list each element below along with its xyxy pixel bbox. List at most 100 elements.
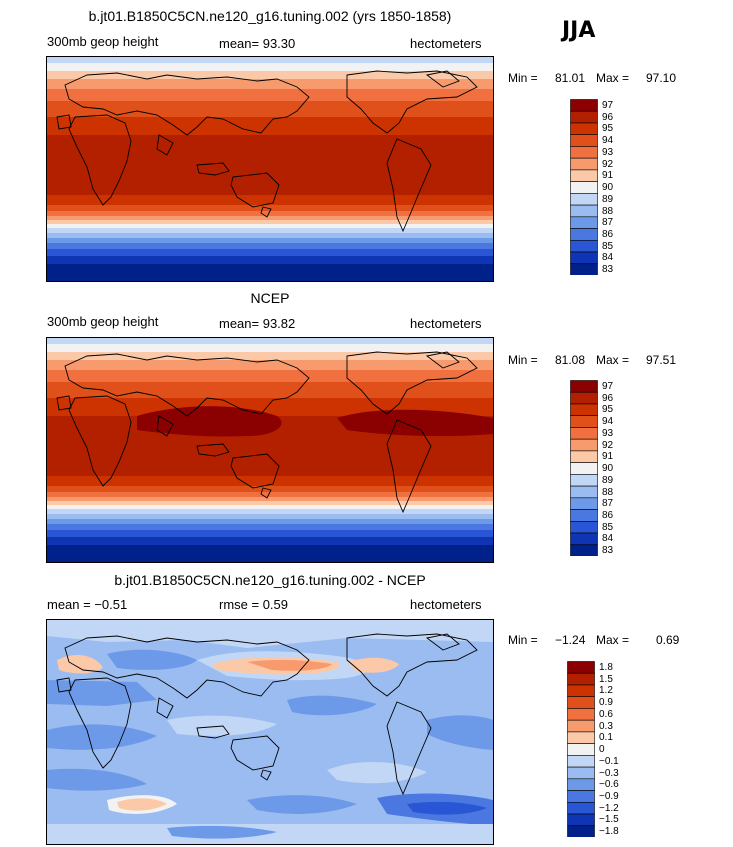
panel1-mean-label: mean= 93.30 — [219, 36, 296, 51]
colorbar-swatch — [570, 427, 598, 440]
colorbar-swatch — [570, 509, 598, 522]
colorbar-tick-label: 97 — [602, 380, 614, 392]
panel1-band — [47, 195, 493, 205]
colorbar-tick-label: 0.9 — [599, 697, 613, 709]
colorbar-tick-label: 1.2 — [599, 685, 613, 697]
panel2-left-label: 300mb geop height — [47, 314, 159, 329]
season-label: JJA — [562, 18, 596, 43]
panel1-colorbar: 97 96 95 94 93 92 91 90 89 88 87 86 85 84 83 — [570, 99, 640, 279]
colorbar-swatch — [570, 380, 598, 393]
colorbar-tick-label: 88 — [602, 205, 614, 217]
panel3-title: b.jt01.B1850C5CN.ne120_g16.tuning.002 - … — [114, 572, 426, 588]
colorbar-tick-label: −0.3 — [599, 767, 619, 779]
colorbar-swatch — [570, 438, 598, 452]
panel1-band — [47, 249, 493, 256]
colorbar-swatch — [570, 532, 598, 546]
panel2-band — [47, 382, 493, 398]
panel2-min-label: Min = — [508, 353, 538, 367]
colorbar-tick-label: 87 — [602, 217, 614, 229]
panel2-band — [47, 338, 493, 344]
panel1-band — [47, 205, 493, 211]
colorbar-tick-label: 90 — [602, 182, 614, 193]
colorbar-swatch — [570, 181, 598, 194]
colorbar-swatch — [570, 263, 598, 275]
panel2-band — [47, 514, 493, 519]
panel2-units: hectometers — [410, 316, 482, 331]
panel3-min-label: Min = — [508, 633, 538, 647]
colorbar-tick-label: 0.1 — [599, 732, 613, 744]
colorbar-swatch — [570, 99, 598, 112]
colorbar-tick-label: −1.8 — [599, 826, 619, 838]
panel1-band — [47, 79, 493, 89]
panel2-band — [47, 505, 493, 509]
panel1-band — [47, 228, 493, 233]
panel1-band — [47, 63, 493, 71]
panel1-min-value: 81.01 — [555, 71, 586, 85]
panel1-band — [47, 135, 493, 195]
panel2-band — [47, 352, 493, 360]
colorbar-tick-label: 1.5 — [599, 673, 613, 685]
panel2-band — [47, 524, 493, 530]
colorbar-swatch — [570, 240, 598, 253]
panel1-min-label: Min = — [508, 71, 538, 85]
colorbar-tick-label: −1.2 — [599, 802, 619, 814]
colorbar-swatch — [567, 672, 595, 686]
colorbar-tick-label: 94 — [602, 135, 614, 147]
panel1-coastlines — [56, 70, 478, 233]
colorbar-swatch — [570, 462, 598, 475]
colorbar-tick-label: 87 — [602, 498, 614, 510]
panel1-band — [47, 101, 493, 117]
panel1-map — [46, 56, 494, 282]
colorbar-swatch — [567, 719, 595, 733]
panel3-max-value: 0.69 — [656, 633, 680, 647]
colorbar-tick-label: 86 — [602, 509, 614, 521]
panel3-units: hectometers — [410, 597, 482, 612]
panel2-band — [47, 360, 493, 370]
colorbar-tick-label: 0.6 — [599, 708, 613, 720]
colorbar-swatch — [567, 731, 595, 744]
colorbar-tick-label: 0.3 — [599, 720, 613, 732]
panel2-max-value: 97.51 — [646, 353, 677, 367]
panel2-band — [47, 537, 493, 545]
colorbar-tick-label: −1.5 — [599, 814, 619, 826]
colorbar-tick-label: 85 — [602, 521, 614, 533]
colorbar-tick-label: 89 — [602, 193, 614, 205]
colorbar-swatch — [570, 403, 598, 416]
colorbar-swatch — [567, 778, 595, 791]
colorbar-tick-label: 94 — [602, 416, 614, 428]
panel1-band — [47, 243, 493, 249]
colorbar-swatch — [570, 474, 598, 487]
colorbar-tick-label: 86 — [602, 228, 614, 240]
panel1-band — [47, 57, 493, 63]
panel2-max-label: Max = — [596, 353, 630, 367]
panel1-band — [47, 238, 493, 243]
panel2-band — [47, 492, 493, 497]
colorbar-swatch — [570, 146, 598, 159]
panel2-band — [47, 486, 493, 492]
panel2-band — [47, 497, 493, 501]
colorbar-tick-label: 83 — [602, 264, 614, 276]
panel2-title: NCEP — [250, 290, 290, 306]
panel2-band — [47, 370, 493, 382]
colorbar-swatch — [570, 415, 598, 428]
panel1-band — [47, 264, 493, 281]
colorbar-tick-label: 89 — [602, 474, 614, 486]
panel2-band — [47, 530, 493, 537]
panel2-band — [47, 509, 493, 514]
panel2-max-region — [137, 406, 282, 437]
colorbar-tick-label: 84 — [602, 533, 614, 545]
colorbar-swatch — [567, 708, 595, 721]
colorbar-tick-label: −0.1 — [599, 755, 619, 767]
panel1-max-label: Max = — [596, 71, 630, 85]
colorbar-tick-label: 91 — [602, 170, 614, 182]
panel2-band — [47, 344, 493, 352]
colorbar-swatch — [570, 544, 598, 556]
panel1-band — [47, 211, 493, 216]
panel1-units: hectometers — [410, 36, 482, 51]
colorbar-tick-label: −0.6 — [599, 779, 619, 791]
colorbar-tick-label: 97 — [602, 99, 614, 111]
colorbar-tick-label: 88 — [602, 486, 614, 498]
colorbar-swatch — [567, 755, 595, 768]
colorbar-tick-label: 83 — [602, 545, 614, 557]
panel3-max-label: Max = — [596, 633, 630, 647]
